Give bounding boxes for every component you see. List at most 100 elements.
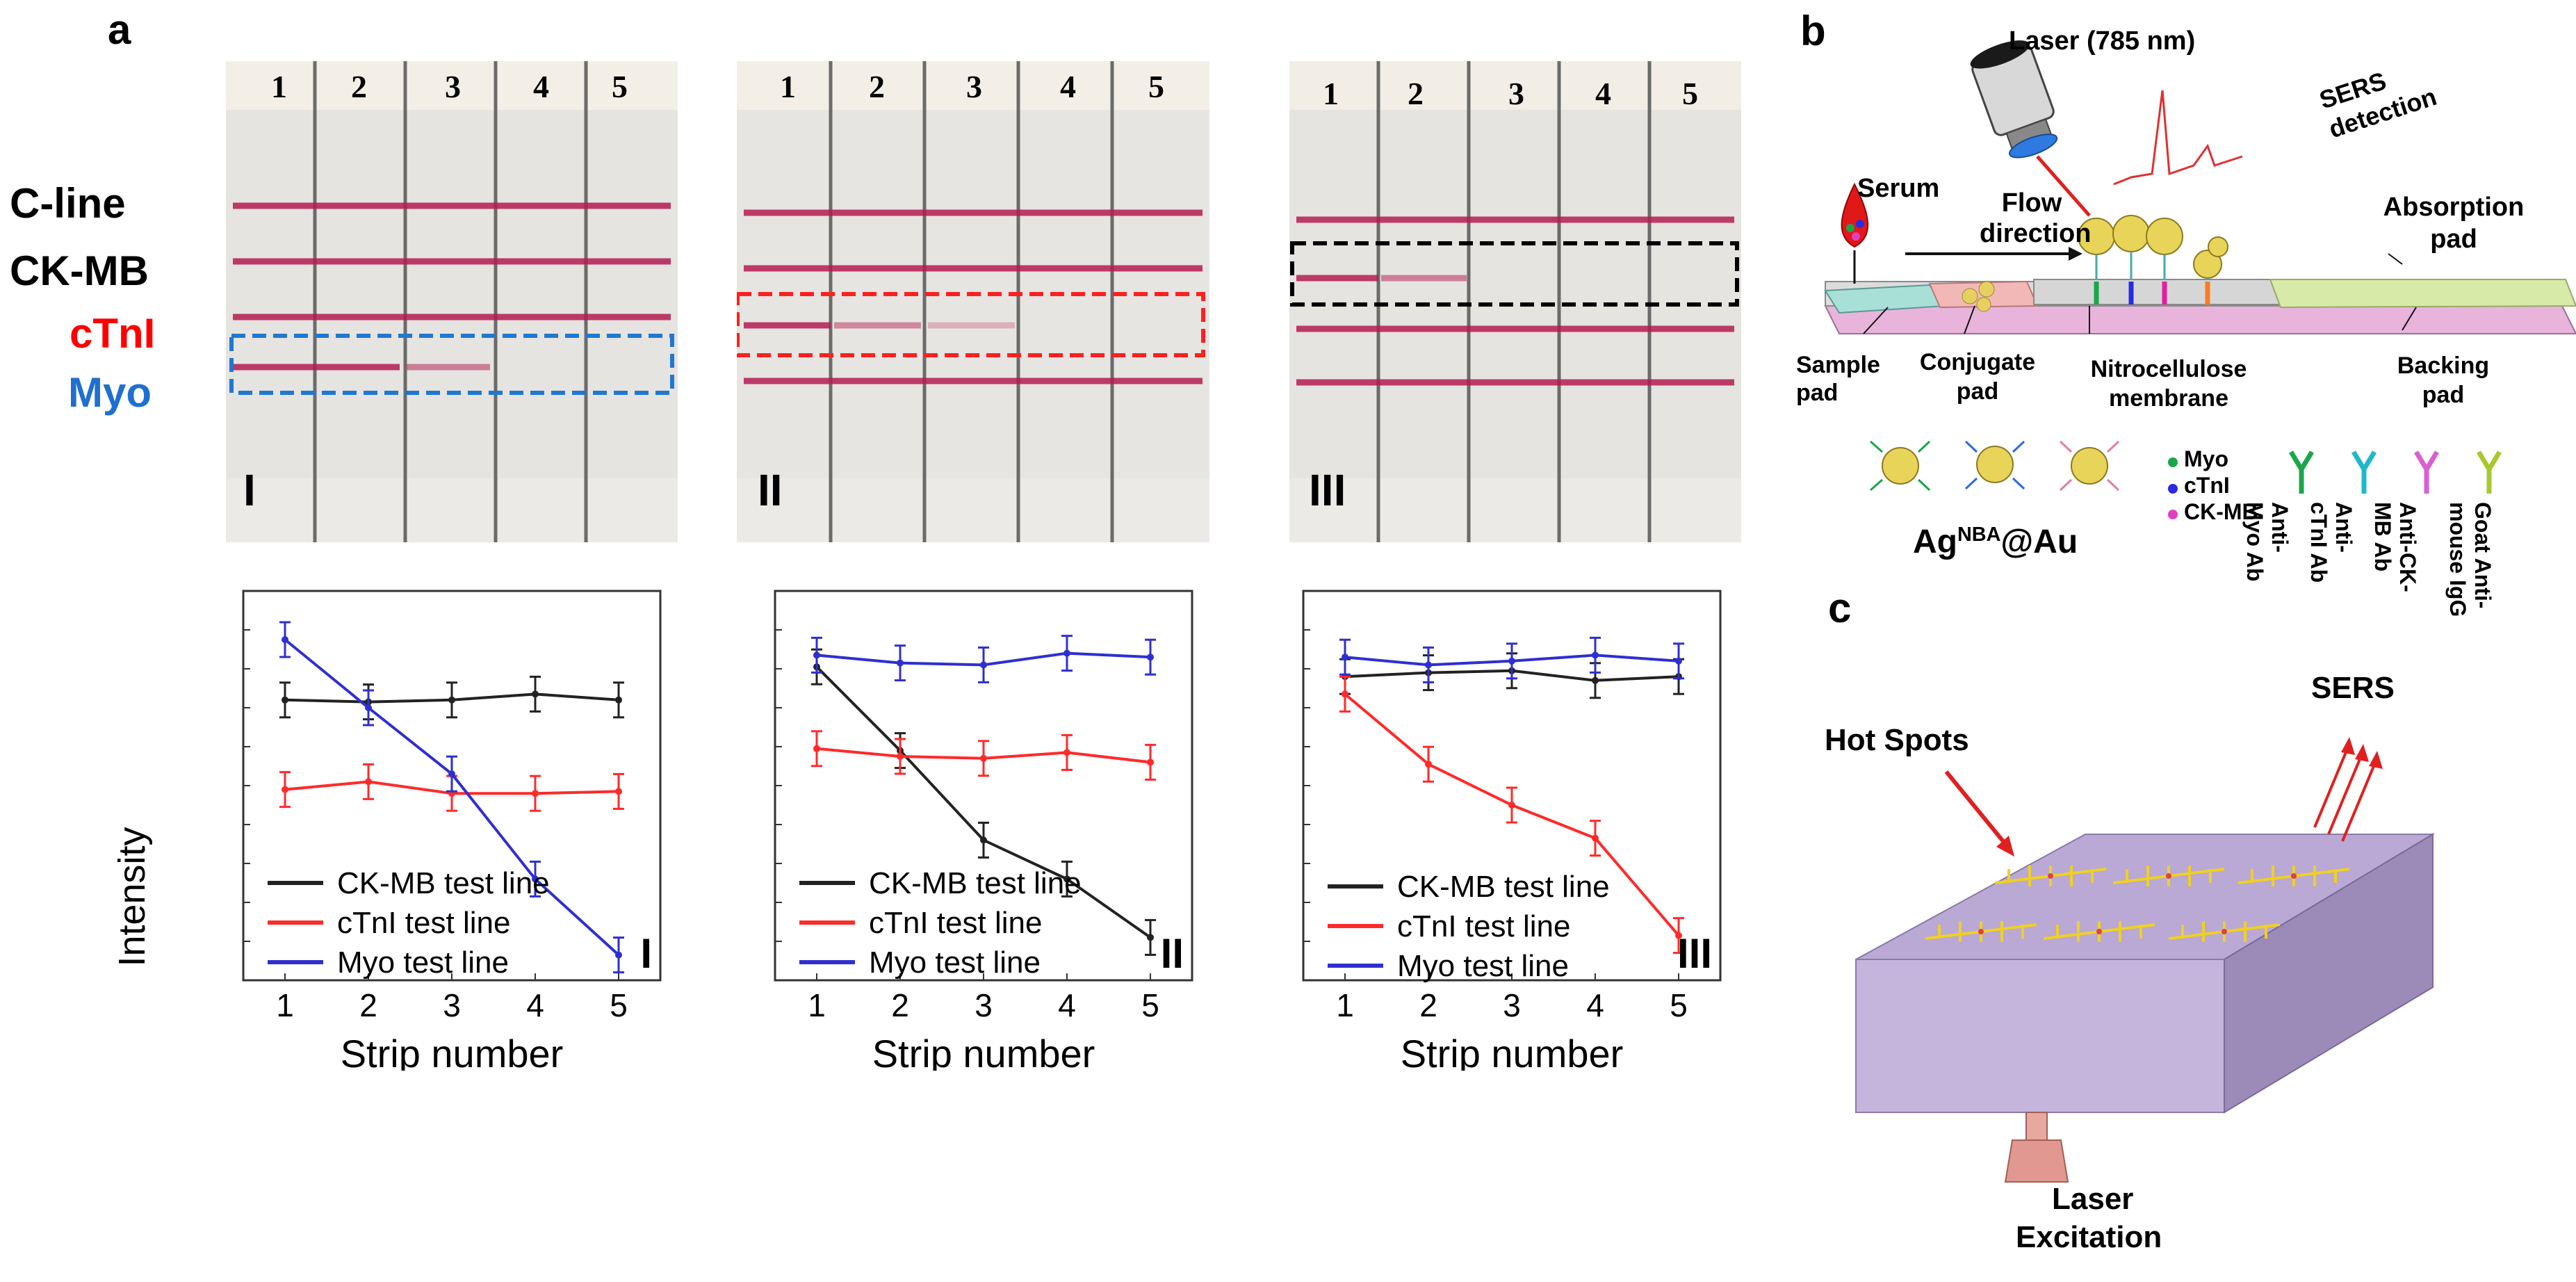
- data-point-ctni: [813, 745, 820, 752]
- data-point-ctni: [897, 753, 904, 760]
- data-point-ckmb: [1592, 676, 1599, 684]
- chart-roman: II: [1161, 930, 1184, 977]
- antibody-ckmb-label: Anti-CK-MB Ab: [2370, 502, 2420, 592]
- data-point-myo: [1592, 651, 1599, 659]
- strip-photo-I: 1 2 3 4 5 I: [226, 61, 678, 542]
- ctni-label: cTnI: [70, 310, 156, 357]
- data-point-ctni: [615, 788, 622, 795]
- antigen-ckmb-label: CK-MB: [2184, 499, 2258, 524]
- panel-label-a: a: [108, 6, 131, 53]
- hot-spots-label: Hot Spots: [1825, 723, 1969, 757]
- data-point-myo: [448, 770, 455, 778]
- data-point-myo: [282, 636, 288, 643]
- x-tick-label: 2: [891, 987, 909, 1023]
- x-tick-label: 5: [1141, 987, 1159, 1023]
- legend-label: cTnI test line: [1397, 909, 1570, 943]
- strip-photo-III: 1 2 3 4 5 III: [1289, 61, 1741, 542]
- legend-label: CK-MB test line: [869, 866, 1082, 900]
- chart-svg: 1 2 3 4 5 CK-MB test line cTnI test line Myo te…: [242, 590, 662, 1076]
- antibody-myo-label: Anti-Myo Ab: [2242, 502, 2292, 582]
- myo-dot: [2168, 457, 2178, 467]
- x-axis-title: Strip number: [341, 1032, 564, 1071]
- lfa-schematic: [1824, 40, 2576, 519]
- nanoparticle-label-sup: NBA: [1957, 524, 2001, 546]
- data-point-ctni: [1508, 802, 1515, 809]
- strip-number: 5: [1682, 76, 1698, 111]
- nanoparticle-label-tail: @Au: [2000, 524, 2078, 560]
- antibody-ctni-label: Anti-cTnI Ab: [2306, 502, 2356, 583]
- data-point-ckmb: [615, 696, 622, 704]
- strip-number: 1: [1323, 76, 1339, 111]
- data-point-ctni: [1147, 758, 1154, 766]
- data-point-ctni: [980, 754, 987, 762]
- data-point-ctni: [365, 778, 372, 786]
- laser-excitation-label-2: Excitation: [2016, 1220, 2162, 1254]
- data-point-myo: [1063, 649, 1070, 657]
- data-point-myo: [980, 661, 987, 669]
- absorption-pad-label: Absorption pad: [2383, 193, 2525, 254]
- chart-roman: III: [1677, 930, 1712, 977]
- data-point-ctni: [1675, 932, 1682, 939]
- chart-III: 1 2 3 4 5 CK-MB test line cTnI test line Myo te…: [1282, 577, 1741, 1076]
- strip-number: 1: [271, 69, 287, 104]
- strip-number: 3: [445, 69, 461, 104]
- legend-label: CK-MB test line: [1397, 870, 1610, 904]
- data-point-ctni: [1063, 749, 1070, 756]
- antigen-myo-label: Myo: [2184, 446, 2228, 471]
- x-tick-label: 5: [610, 987, 628, 1023]
- nitrocellulose-membrane-label: Nitrocellulose membrane: [2090, 356, 2247, 412]
- strip-number: 2: [1408, 76, 1424, 111]
- conjugate-pad-label: Conjugate pad: [1919, 349, 2036, 405]
- data-point-ckmb: [282, 696, 288, 704]
- x-tick-label: 3: [443, 987, 461, 1023]
- strip-number: 5: [1148, 69, 1164, 104]
- nanoparticle-label-main: Ag: [1913, 524, 1957, 560]
- strip-photo-roman: III: [1309, 465, 1346, 515]
- strip-number: 3: [1508, 76, 1524, 111]
- strip-number: 1: [780, 69, 796, 104]
- ckmb-dot: [2168, 510, 2178, 519]
- data-point-ckmb: [1147, 934, 1154, 941]
- myo-label: Myo: [68, 369, 152, 416]
- x-tick-label: 2: [359, 987, 377, 1023]
- data-point-myo: [1342, 654, 1348, 661]
- y-axis-title: Intensity: [111, 827, 153, 967]
- strip-number: 2: [351, 69, 367, 104]
- chart-II: 1 2 3 4 5 CK-MB test line cTnI test line Myo te…: [754, 577, 1213, 1076]
- panel-label-c: c: [1828, 585, 1852, 631]
- backing-pad-label: Backing pad: [2397, 352, 2490, 408]
- data-point-ctni: [1592, 834, 1599, 842]
- data-point-ctni: [532, 790, 539, 797]
- c-line-label: C-line: [10, 180, 126, 227]
- x-axis-title: Strip number: [872, 1032, 1095, 1071]
- data-point-myo: [532, 875, 539, 883]
- sample-pad-label: Sample pad: [1796, 352, 1880, 406]
- antigen-ctni-label: cTnI: [2184, 473, 2230, 498]
- data-point-ctni: [282, 786, 288, 793]
- data-point-myo: [897, 659, 904, 667]
- data-point-ckmb: [448, 696, 455, 704]
- sers-substrate-illustration: [1855, 737, 2436, 1183]
- serum-label: Serum: [1857, 174, 1940, 203]
- antibody-goat-label: Goat Anti-mouse IgG: [2445, 502, 2495, 617]
- panel-label-b: b: [1800, 8, 1826, 54]
- legend-label: Myo test line: [1397, 949, 1569, 983]
- laser-label: Laser (785 nm): [2009, 26, 2196, 56]
- strip-number: 5: [612, 69, 628, 104]
- data-point-ckmb: [1063, 875, 1070, 883]
- strip-number: 4: [1595, 76, 1611, 111]
- strip-photo-II-drawing: [737, 61, 1209, 542]
- ckmb-label: CK-MB: [10, 248, 149, 294]
- data-point-myo: [365, 704, 372, 711]
- strip-photo-roman: II: [758, 465, 783, 515]
- strip-number: 4: [1060, 69, 1076, 104]
- x-tick-label: 5: [1670, 987, 1688, 1023]
- data-point-ctni: [1425, 761, 1432, 768]
- data-point-myo: [615, 951, 622, 959]
- legend-label: cTnI test line: [869, 906, 1042, 940]
- data-point-myo: [1675, 657, 1682, 665]
- legend-label: CK-MB test line: [337, 866, 550, 900]
- strip-photo-III-drawing: [1289, 61, 1741, 542]
- legend-label: Myo test line: [337, 946, 509, 980]
- chart-svg: 1 2 3 4 5 CK-MB test line cTnI test line Myo te…: [774, 590, 1193, 1076]
